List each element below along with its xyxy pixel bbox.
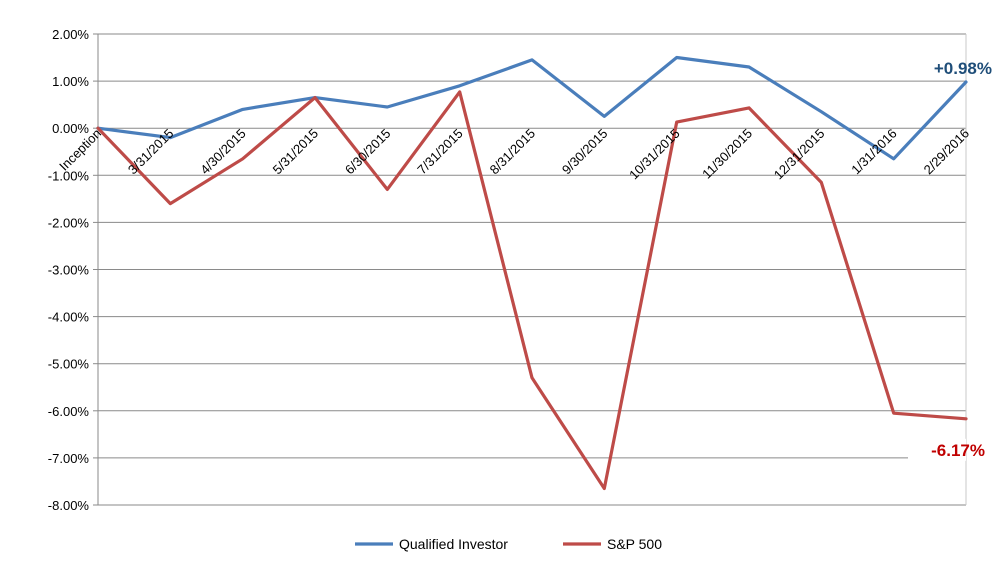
x-category-label: 9/30/2015 [559, 126, 611, 178]
x-category-label: 11/30/2015 [699, 126, 755, 182]
legend-label: S&P 500 [607, 536, 662, 552]
end-label-sp500: -6.17% [931, 441, 985, 460]
series-line-qualified-investor [96, 55, 968, 161]
y-tick-label: -8.00% [48, 498, 90, 513]
series-line-sp500 [96, 90, 968, 491]
category-labels: Inception 3/31/2015 4/30/2015 5/31/2015 6/30… [56, 126, 972, 183]
x-category-label: 7/31/2015 [414, 126, 466, 178]
y-tick-label: 1.00% [52, 74, 89, 89]
legend: Qualified Investor S&P 500 [355, 536, 662, 552]
y-tick-label: -6.00% [48, 404, 90, 419]
y-tick-label: -3.00% [48, 263, 90, 278]
y-tick-label: -4.00% [48, 310, 90, 325]
y-tick-label: 0.00% [52, 121, 89, 136]
x-category-label: 12/31/2015 [771, 126, 828, 183]
grid-layer [98, 33, 966, 506]
x-category-label: 8/31/2015 [487, 126, 539, 178]
end-label-qualified-investor: +0.98% [934, 59, 992, 78]
x-category-label: 10/31/2015 [626, 126, 683, 183]
x-category-label: 5/31/2015 [270, 126, 322, 178]
y-tick-label: 2.00% [52, 27, 89, 42]
y-tick-label: -5.00% [48, 357, 90, 372]
legend-label: Qualified Investor [399, 536, 508, 552]
series-layer [96, 55, 968, 491]
x-category-label: 2/29/2016 [921, 126, 973, 178]
y-tick-label: -7.00% [48, 451, 90, 466]
end-labels: +0.98% -6.17% [908, 59, 992, 461]
y-tick-label: -2.00% [48, 215, 90, 230]
axis-layer: 2.00% 1.00% 0.00% -1.00% -2.00% -3.00% -4.00% -… [48, 27, 967, 513]
end-label-background [908, 438, 966, 461]
y-tick-label: -1.00% [48, 168, 90, 183]
x-category-label: 6/30/2015 [342, 126, 394, 178]
